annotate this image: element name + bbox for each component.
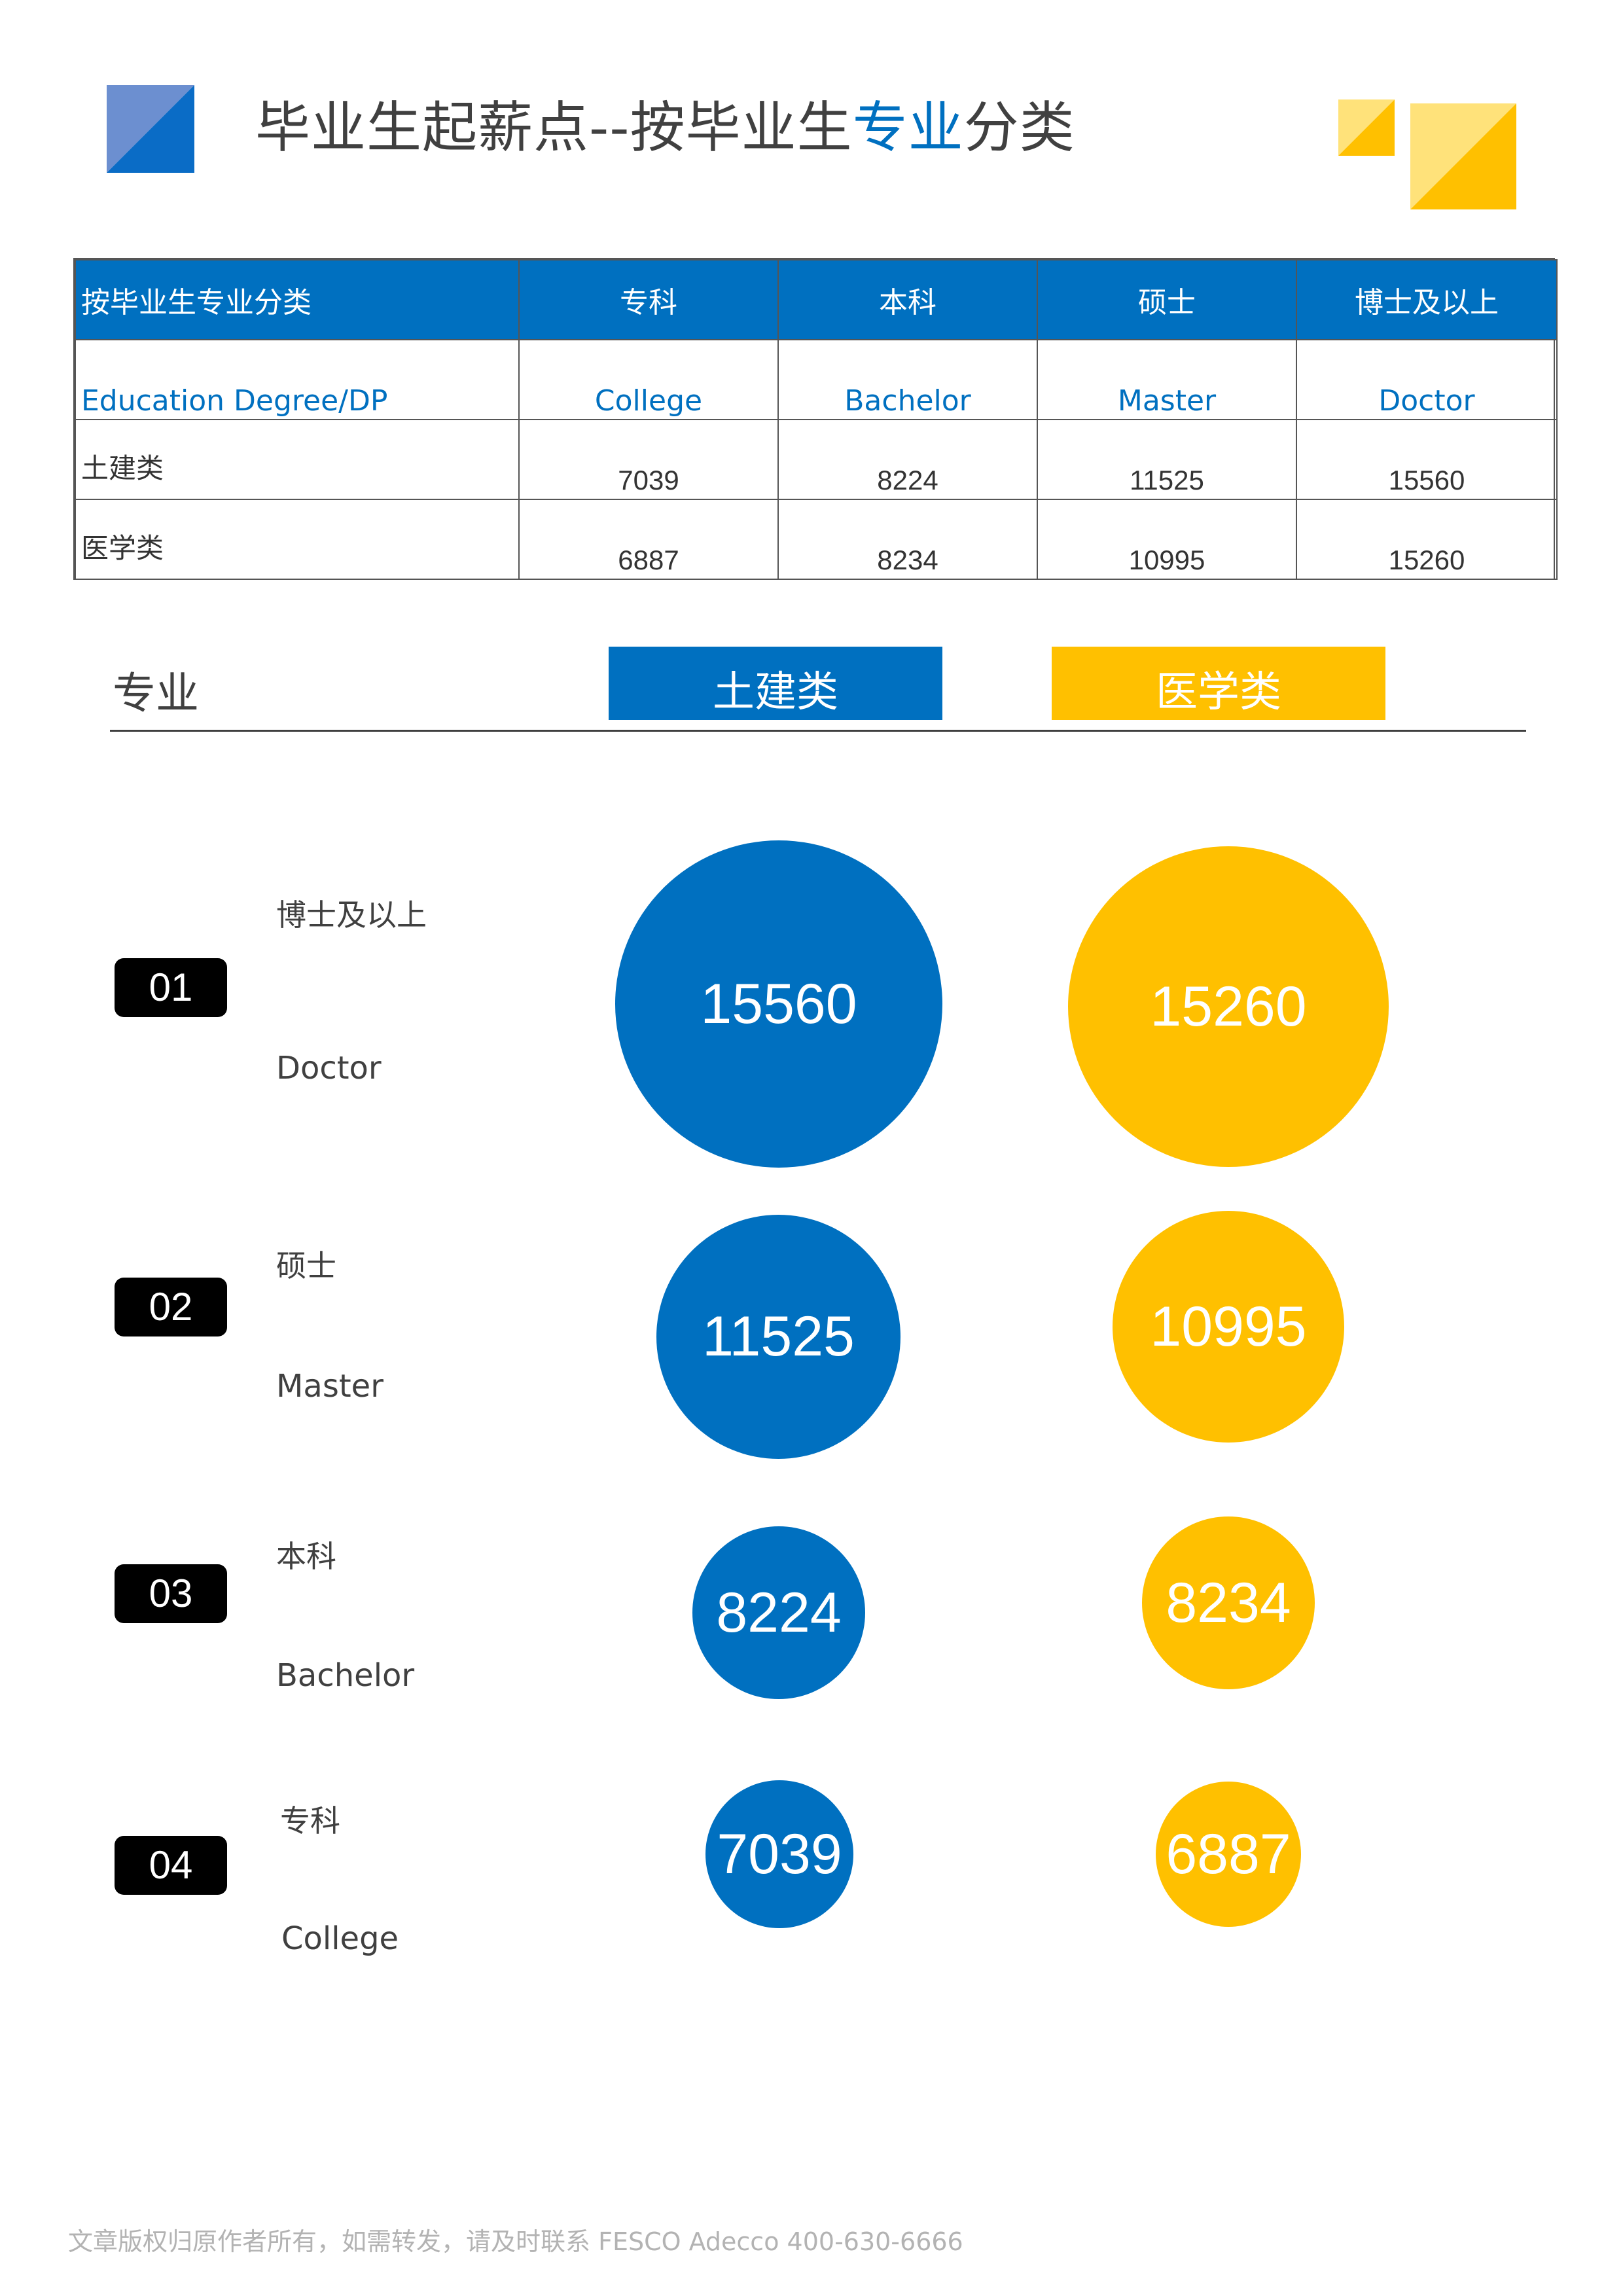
degree-label-en: Doctor — [276, 1050, 382, 1086]
legend-medicine: 医学类 — [1052, 647, 1385, 720]
decorative-square-small-icon — [1338, 99, 1395, 156]
row-number-badge: 02 — [115, 1278, 227, 1336]
title-part1: 毕业生起薪点--按毕业生 — [255, 96, 853, 160]
table-cell: 15560 — [1296, 419, 1558, 500]
table-cell: 8224 — [777, 419, 1038, 500]
title-accent: 专业 — [852, 96, 964, 160]
degree-label-en: Master — [276, 1368, 383, 1405]
bubble-civil-master: 11525 — [656, 1215, 901, 1459]
table-cell: 6887 — [518, 499, 779, 580]
table-cell: 7039 — [518, 419, 779, 500]
table-header-cell: 硕士 — [1037, 259, 1297, 340]
bubble-civil-college: 7039 — [705, 1780, 853, 1928]
bubble-medicine-bachelor: 8234 — [1142, 1516, 1315, 1689]
table-cell: 10995 — [1037, 499, 1297, 580]
bubble-civil-doctor: 15560 — [615, 840, 942, 1168]
section-divider — [110, 730, 1526, 732]
table-header-cell: 本科 — [777, 259, 1038, 340]
table-header-cell: 博士及以上 — [1296, 259, 1558, 340]
degree-label-cn: 博士及以上 — [276, 897, 427, 933]
degree-label-cn: 本科 — [276, 1539, 336, 1574]
table-row-label: 医学类 — [75, 499, 520, 580]
decorative-square-large-icon — [1410, 103, 1516, 209]
table-cell: 8234 — [777, 499, 1038, 580]
table-cell: 11525 — [1037, 419, 1297, 500]
section-label: 专业 — [113, 668, 199, 719]
table-row: 土建类 7039 8224 11525 15560 — [75, 419, 1558, 500]
table-row-label: 土建类 — [75, 419, 520, 500]
row-number-badge: 04 — [115, 1836, 227, 1895]
table-header-cell: 专科 — [518, 259, 779, 340]
table-english-row: Education Degree/DP College Bachelor Mas… — [75, 339, 1558, 420]
degree-label-en: Bachelor — [276, 1657, 415, 1694]
title-part2: 分类 — [963, 96, 1075, 160]
row-number-badge: 03 — [115, 1564, 227, 1623]
table-cell: 15260 — [1296, 499, 1558, 580]
copyright-footer: 文章版权归原作者所有，如需转发，请及时联系 FESCO Adecco 400-6… — [68, 2227, 963, 2256]
table-row: 医学类 6887 8234 10995 15260 — [75, 499, 1558, 580]
degree-label-cn: 硕士 — [276, 1248, 336, 1283]
bubble-medicine-doctor: 15260 — [1068, 846, 1389, 1167]
row-number-badge: 01 — [115, 958, 227, 1017]
bubble-civil-bachelor: 8224 — [692, 1526, 865, 1699]
bubble-medicine-college: 6887 — [1156, 1782, 1301, 1927]
table-cell: Bachelor — [777, 339, 1038, 420]
bubble-medicine-master: 10995 — [1113, 1211, 1344, 1443]
table-header-cell: 按毕业生专业分类 — [75, 259, 520, 340]
table-cell: Master — [1037, 339, 1297, 420]
table-header-row: 按毕业生专业分类 专科 本科 硕士 博士及以上 — [75, 259, 1558, 340]
salary-table: 按毕业生专业分类 专科 本科 硕士 博士及以上 Education Degree… — [73, 258, 1558, 580]
table-cell: College — [518, 339, 779, 420]
table-cell: Doctor — [1296, 339, 1558, 420]
degree-label-en: College — [281, 1920, 399, 1957]
degree-label-cn: 专科 — [280, 1803, 340, 1839]
legend-civil-engineering: 土建类 — [609, 647, 942, 720]
logo-square-icon — [107, 85, 194, 173]
table-cell: Education Degree/DP — [75, 339, 520, 420]
page-title: 毕业生起薪点--按毕业生专业分类 — [255, 92, 1075, 164]
